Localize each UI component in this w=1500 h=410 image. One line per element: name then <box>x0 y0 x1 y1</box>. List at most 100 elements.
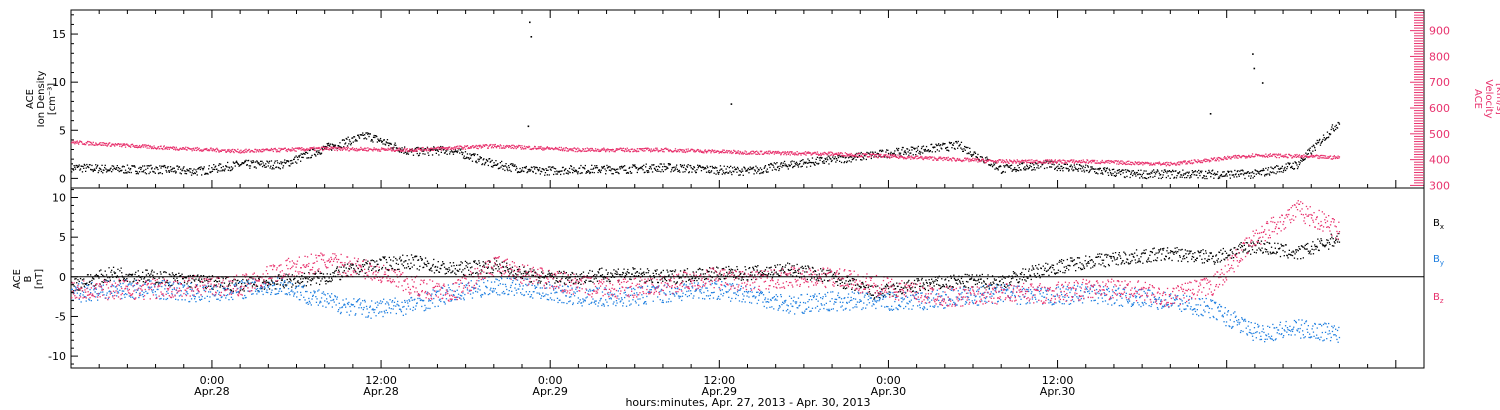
bx-series-point <box>455 273 457 276</box>
density-series-point <box>785 165 787 167</box>
bx-series-point <box>625 272 627 274</box>
density-series-point <box>210 171 212 173</box>
density-series-point <box>970 154 972 156</box>
density-series-point <box>899 152 902 154</box>
velocity-series-point <box>1186 162 1188 164</box>
density-series-point <box>556 170 558 172</box>
velocity-series-point <box>76 142 78 144</box>
velocity-series-point <box>1152 163 1154 166</box>
velocity-series-point <box>873 153 875 155</box>
bx-series-point <box>213 280 215 282</box>
density-series-point <box>1016 168 1018 171</box>
density-series-point <box>220 167 222 169</box>
bx-series-point <box>691 277 694 279</box>
density-series-point <box>398 150 400 152</box>
velocity-series-point <box>1314 156 1316 158</box>
density-series-point <box>1153 169 1155 171</box>
density-series-point <box>520 171 522 173</box>
velocity-series-point <box>754 152 756 154</box>
density-series-point <box>957 140 959 143</box>
bx-series-point <box>112 266 115 268</box>
bx-series-point <box>678 277 680 279</box>
bx-series-point <box>575 273 578 275</box>
density-series-point <box>518 171 521 173</box>
velocity-series-point <box>980 160 982 162</box>
density-series-point <box>1120 170 1122 172</box>
density-series-point <box>1225 173 1228 175</box>
bx-series-point <box>117 268 119 270</box>
density-series-point <box>1248 172 1250 174</box>
density-series-point <box>208 165 210 167</box>
density-series-point <box>575 169 578 172</box>
density-series-point <box>990 163 992 165</box>
density-series-point <box>771 163 773 166</box>
velocity-series-point <box>1069 160 1071 162</box>
velocity-series-point <box>601 148 604 150</box>
density-series-point <box>846 161 848 164</box>
bx-series-point <box>431 270 433 272</box>
velocity-series-point <box>591 149 593 151</box>
bx-series-point <box>91 279 93 282</box>
density-series-point <box>894 154 897 156</box>
bx-series-point <box>414 255 416 257</box>
density-series-point <box>380 140 382 142</box>
velocity-series-point <box>660 148 663 150</box>
velocity-series-point <box>845 155 847 157</box>
density-series-point <box>492 166 494 168</box>
velocity-series-point <box>1029 159 1031 161</box>
density-series-point <box>1238 175 1240 177</box>
density-series-point <box>1020 169 1022 171</box>
density-series-point <box>735 168 737 170</box>
density-series-point <box>525 165 527 168</box>
bx-series-point <box>531 274 533 276</box>
density-series-point <box>487 160 489 162</box>
velocity-series-point <box>293 148 295 150</box>
bx-series-point <box>655 273 657 275</box>
bx-series-point <box>528 270 530 273</box>
velocity-series-point <box>313 146 315 148</box>
velocity-series-point <box>93 144 96 146</box>
density-series-point <box>544 174 546 176</box>
density-series-point <box>138 171 141 173</box>
density-series-point <box>1162 174 1164 176</box>
velocity-series-point <box>769 151 772 153</box>
density-series-point <box>329 145 331 147</box>
bx-series-point <box>291 274 293 276</box>
velocity-series-point <box>1072 160 1074 162</box>
velocity-series-point <box>451 147 453 149</box>
velocity-series-point <box>495 147 498 149</box>
bx-series-point <box>118 280 120 282</box>
velocity-series-point <box>1200 160 1202 162</box>
bx-series-point <box>539 282 541 284</box>
velocity-series-point <box>1333 157 1335 160</box>
density-series-point <box>265 166 267 168</box>
bx-series-point <box>265 279 267 282</box>
velocity-series-point <box>131 143 134 145</box>
density-series-point <box>1114 175 1117 177</box>
density-series-point <box>971 155 973 157</box>
density-series-point <box>1221 175 1223 178</box>
density-series-point <box>1255 173 1257 175</box>
velocity-series-point <box>1028 161 1030 164</box>
density-series-point <box>1320 142 1322 144</box>
density-series-point <box>1159 174 1161 176</box>
velocity-series-point <box>735 152 737 155</box>
bx-series-point <box>619 274 621 276</box>
bx-series-point <box>584 282 586 284</box>
bx-series-point <box>131 273 134 275</box>
velocity-series-point <box>729 152 731 154</box>
velocity-series-point <box>107 144 109 146</box>
density-series-point <box>367 132 370 134</box>
density-series-point <box>1308 148 1310 150</box>
velocity-series-point <box>674 148 677 150</box>
velocity-series-point <box>858 152 860 154</box>
density-series-point <box>1173 177 1175 179</box>
velocity-series-point <box>425 149 427 151</box>
bx-series-point <box>576 279 578 281</box>
density-series-point <box>974 151 976 153</box>
velocity-series-point <box>341 147 343 149</box>
density-series-point <box>453 151 455 153</box>
velocity-series-point <box>487 147 489 149</box>
velocity-series-point <box>744 150 746 152</box>
velocity-series-point <box>1169 164 1171 166</box>
